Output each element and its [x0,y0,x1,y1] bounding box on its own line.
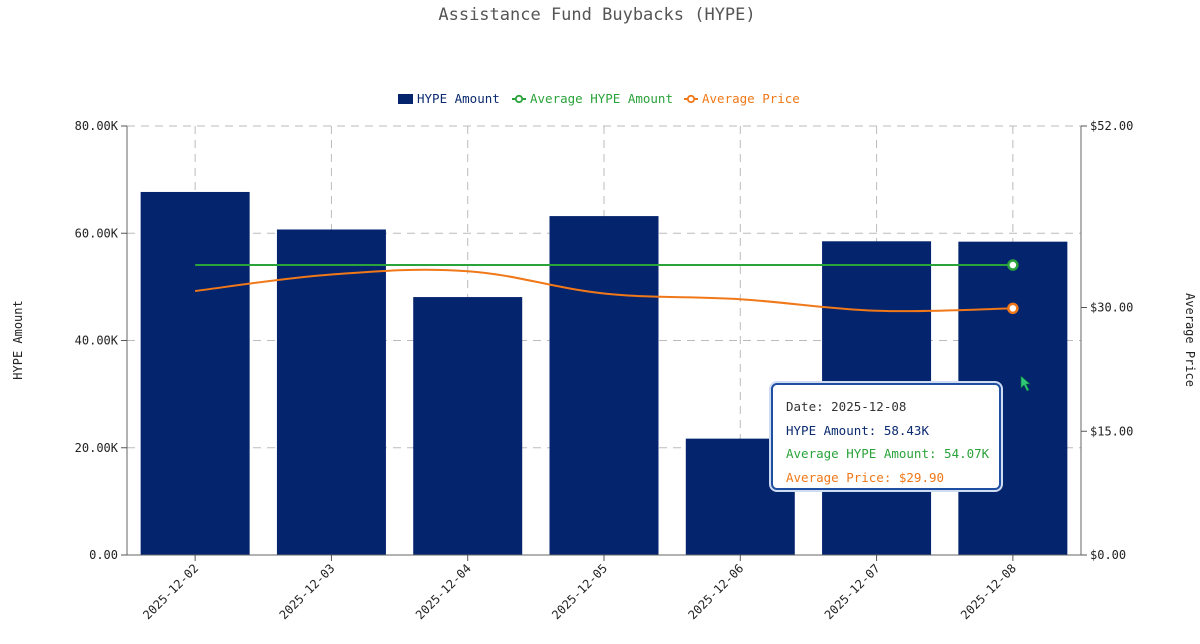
x-tick-label: 2025-12-04 [413,561,474,622]
bar-2025-12-03 [276,229,386,555]
x-tick-label: 2025-12-06 [685,561,746,622]
bar-series [140,191,1068,556]
data-tooltip: Date: 2025-12-08 HYPE Amount: 58.43K Ave… [771,383,1001,490]
y-axis-title: HYPE Amount [11,300,25,379]
chart-title: Assistance Fund Buybacks (HYPE) [438,5,755,25]
y-tick-label: 80.00K [75,119,119,133]
y-tick-label: 60.00K [75,226,119,240]
y-tick-label: 40.00K [75,334,119,348]
legend-label-hype-amount: HYPE Amount [417,91,500,106]
x-tick-label: 2025-12-07 [822,561,883,622]
legend-label-average-price: Average Price [702,91,800,106]
y-tick-label: 20.00K [75,441,119,455]
legend: HYPE Amount Average HYPE Amount Average Pr… [398,91,800,106]
line-series [195,259,1019,315]
average-hype-amount-point [1007,259,1019,271]
x-tick-label: 2025-12-08 [958,561,1019,622]
left-axis-ticks: 0.00 20.00K 40.00K 60.00K 80.00K [75,119,127,562]
tooltip-date: Date: 2025-12-08 [786,399,907,414]
x-tick-label: 2025-12-03 [277,561,338,622]
y2-tick-label: $30.00 [1090,301,1133,315]
right-axis-ticks: $0.00 $15.00 $30.00 $52.00 [1081,119,1133,562]
y-tick-label: 0.00 [89,548,118,562]
legend-marker-average-price [686,94,696,104]
legend-swatch-hype-amount [398,94,413,104]
y2-tick-label: $52.00 [1090,119,1133,133]
bar-2025-12-05 [549,216,659,555]
tooltip-hype-amount: HYPE Amount: 58.43K [786,422,929,438]
bar-2025-12-04 [413,297,523,555]
legend-label-average-hype-amount: Average HYPE Amount [530,91,673,106]
tooltip-average-hype-amount: Average HYPE Amount: 54.07K [786,446,990,461]
average-price-point [1007,302,1019,315]
y2-axis-title: Average Price [1183,293,1197,387]
x-tick-label: 2025-12-02 [140,561,201,622]
tooltip-average-price: Average Price: $29.90 [786,469,945,485]
average-price-line [195,268,1013,313]
x-tick-label: 2025-12-05 [549,561,610,622]
y2-tick-label: $0.00 [1090,548,1126,562]
x-axis-ticks: 2025-12-02 2025-12-03 2025-12-04 2025-12-05… [140,555,1019,622]
legend-marker-average-hype-amount [514,94,524,104]
mouse-cursor-icon [1020,375,1031,392]
bar-2025-12-02 [140,191,250,556]
y2-tick-label: $15.00 [1090,424,1133,438]
